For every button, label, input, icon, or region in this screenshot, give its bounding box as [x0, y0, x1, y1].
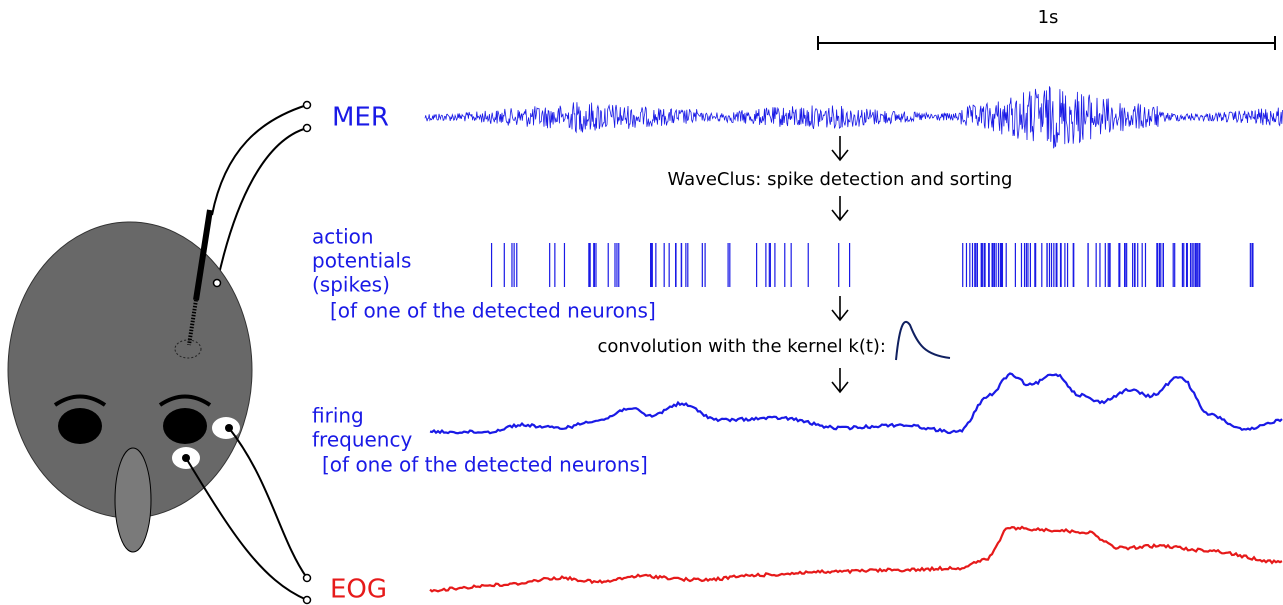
spikes-label: action: [312, 225, 374, 249]
kernel: [896, 322, 950, 360]
scale-label: 1s: [1038, 7, 1059, 28]
firing-label: frequency: [312, 428, 412, 452]
eog-signal: [430, 527, 1282, 591]
head: [8, 102, 311, 604]
mer-signal: [425, 86, 1283, 148]
spikes-note: [of one of the detected neurons]: [330, 299, 656, 323]
diagram: 1s MER WaveClus: spike detection and sor…: [0, 0, 1283, 605]
eog-label: EOG: [330, 575, 387, 605]
spike-train: [492, 243, 1253, 287]
firing-rate: [430, 374, 1282, 434]
firing-note: [of one of the detected neurons]: [322, 453, 648, 477]
step-label: WaveClus: spike detection and sorting: [668, 169, 1013, 190]
step-label: convolution with the kernel k(t):: [597, 336, 886, 357]
spikes-label: (spikes): [312, 273, 390, 297]
mer-label: MER: [332, 103, 389, 133]
firing-label: firing: [312, 404, 364, 428]
spikes-label: potentials: [312, 249, 411, 273]
